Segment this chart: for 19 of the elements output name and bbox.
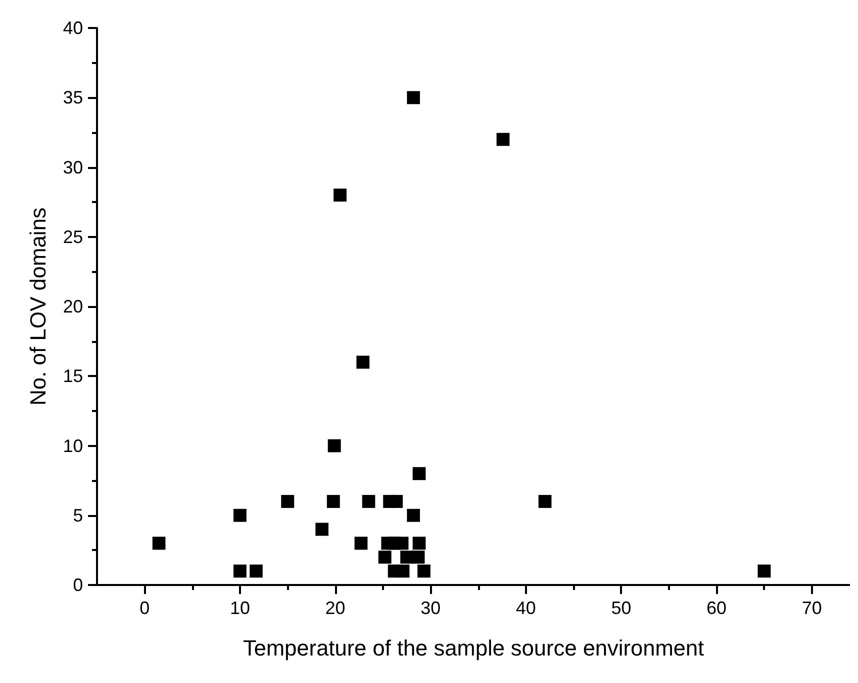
x-tick-label: 20 [325, 598, 346, 618]
y-tick-label: 35 [62, 88, 83, 108]
x-axis-title: Temperature of the sample source environment [242, 636, 704, 660]
y-tick-label: 40 [62, 18, 83, 38]
y-tick-label: 0 [72, 575, 83, 595]
x-tick-label: 30 [420, 598, 441, 618]
x-tick-label: 60 [706, 598, 727, 618]
x-tick-label: 70 [802, 598, 822, 618]
x-tick-label: 10 [230, 598, 250, 618]
x-tick-label: 50 [611, 598, 632, 618]
x-tick-label: 0 [140, 598, 150, 618]
y-tick-label: 30 [62, 157, 83, 178]
y-tick-label: 15 [62, 366, 83, 386]
y-axis-title: No. of LOV domains [26, 207, 50, 406]
y-tick-label: 5 [72, 505, 83, 526]
y-tick-label: 25 [62, 226, 83, 247]
x-tick-label: 40 [516, 598, 536, 618]
y-tick-label: 10 [62, 436, 83, 456]
y-tick-label: 20 [62, 296, 83, 316]
